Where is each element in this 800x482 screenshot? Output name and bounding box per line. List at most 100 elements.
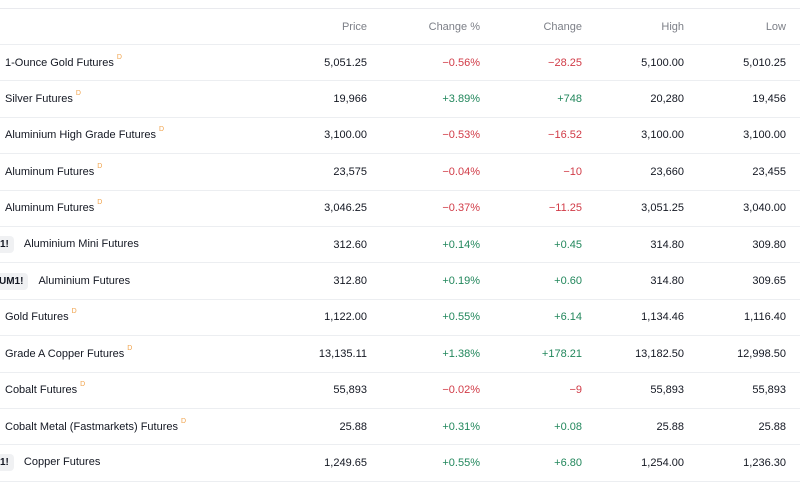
symbol-cell[interactable]: 1! Copper Futures — [0, 444, 280, 482]
change-pct-cell: −0.37% — [367, 190, 480, 227]
symbol-cell[interactable]: Silver Futures D — [0, 80, 280, 118]
table-row[interactable]: Aluminum Futures D 3,046.25 −0.37% −11.25 3,0… — [0, 190, 800, 227]
low-cell: 25.88 — [684, 408, 786, 446]
delayed-data-marker: D — [181, 417, 187, 425]
symbol-cell[interactable]: Aluminum Futures D — [0, 153, 280, 191]
ticker-badge[interactable]: 1! — [0, 454, 14, 472]
symbol-cell[interactable]: Cobalt Metal (Fastmarkets) Futures D — [0, 408, 280, 446]
symbol-name[interactable]: Gold Futures — [5, 311, 69, 324]
column-header-price[interactable]: Price — [280, 9, 367, 45]
change-cell: +6.80 — [480, 444, 582, 482]
change-cell: −10 — [480, 153, 582, 191]
delayed-data-marker: D — [75, 90, 81, 98]
ticker-badge[interactable]: 1! — [0, 236, 14, 254]
ticker-badge[interactable]: UM1! — [0, 272, 29, 290]
table-row[interactable]: 1! Copper Futures 1,249.65 +0.55% +6.80 1,254… — [0, 444, 800, 482]
symbol-name[interactable]: Cobalt Metal (Fastmarkets) Futures — [5, 420, 178, 433]
low-cell: 309.65 — [684, 262, 786, 300]
price-cell: 3,046.25 — [280, 190, 367, 227]
table-row[interactable]: Cobalt Metal (Fastmarkets) Futures D 25.88… — [0, 408, 800, 446]
high-cell: 3,051.25 — [582, 190, 684, 227]
column-header-high[interactable]: High — [582, 9, 684, 45]
symbol-cell[interactable]: Cobalt Futures D — [0, 372, 280, 409]
symbol-name[interactable]: Cobalt Futures — [5, 384, 78, 397]
change-pct-cell: −0.02% — [367, 372, 480, 409]
change-pct-cell: +0.55% — [367, 299, 480, 337]
low-cell: 3,040.00 — [684, 190, 786, 227]
symbol-cell[interactable]: Aluminium High Grade Futures D — [0, 117, 280, 155]
symbol-name[interactable]: Aluminium Mini Futures — [23, 238, 139, 251]
price-cell: 1,122.00 — [280, 299, 367, 337]
low-cell: 23,455 — [684, 153, 786, 191]
change-cell: +178.21 — [480, 335, 582, 373]
symbol-name[interactable]: Grade A Copper Futures — [5, 347, 125, 360]
change-cell: −28.25 — [480, 44, 582, 82]
low-cell: 12,998.50 — [684, 335, 786, 373]
low-cell: 309.80 — [684, 226, 786, 264]
price-cell: 19,966 — [280, 80, 367, 118]
change-pct-cell: −0.04% — [367, 153, 480, 191]
symbol-name[interactable]: Copper Futures — [23, 456, 101, 469]
change-pct-cell: +0.31% — [367, 408, 480, 446]
high-cell: 5,100.00 — [582, 44, 684, 82]
high-cell: 25.88 — [582, 408, 684, 446]
column-header-low[interactable]: Low — [684, 9, 786, 45]
column-header-change-pct[interactable]: Change % — [367, 9, 480, 45]
column-header-symbol[interactable] — [0, 9, 280, 45]
high-cell: 23,660 — [582, 153, 684, 191]
symbol-name[interactable]: Aluminum Futures — [5, 202, 95, 215]
low-cell: 1,236.30 — [684, 444, 786, 482]
delayed-data-marker: D — [71, 308, 77, 316]
table-row[interactable]: 1! Aluminium Mini Futures 312.60 +0.14% +0.4… — [0, 226, 800, 264]
table-header: Price Change % Change High Low — [0, 9, 800, 45]
table-row[interactable]: Grade A Copper Futures D 13,135.11 +1.38% +1… — [0, 335, 800, 373]
price-cell: 55,893 — [280, 372, 367, 409]
table-row[interactable]: Aluminum Futures D 23,575 −0.04% −10 23,660 23… — [0, 153, 800, 191]
low-cell: 19,456 — [684, 80, 786, 118]
table-row[interactable]: UM1! Aluminium Futures 312.80 +0.19% +0.60 31… — [0, 262, 800, 300]
high-cell: 3,100.00 — [582, 117, 684, 155]
symbol-name[interactable]: Silver Futures — [5, 93, 73, 106]
high-cell: 1,254.00 — [582, 444, 684, 482]
price-cell: 5,051.25 — [280, 44, 367, 82]
high-cell: 55,893 — [582, 372, 684, 409]
change-cell: −16.52 — [480, 117, 582, 155]
symbol-cell[interactable]: UM1! Aluminium Futures — [0, 262, 280, 300]
symbol-cell[interactable]: Grade A Copper Futures D — [0, 335, 280, 373]
table-row[interactable]: Cobalt Futures D 55,893 −0.02% −9 55,893 55,89… — [0, 372, 800, 409]
change-pct-cell: +3.89% — [367, 80, 480, 118]
price-cell: 1,249.65 — [280, 444, 367, 482]
change-cell: +0.60 — [480, 262, 582, 300]
change-cell: +0.08 — [480, 408, 582, 446]
high-cell: 314.80 — [582, 262, 684, 300]
change-pct-cell: +0.14% — [367, 226, 480, 264]
high-cell: 13,182.50 — [582, 335, 684, 373]
delayed-data-marker: D — [97, 199, 103, 207]
symbol-cell[interactable]: Gold Futures D — [0, 299, 280, 337]
symbol-name[interactable]: Aluminium High Grade Futures — [5, 129, 157, 142]
table-row[interactable]: Aluminium High Grade Futures D 3,100.00 −0.… — [0, 117, 800, 155]
high-cell: 1,134.46 — [582, 299, 684, 337]
symbol-name[interactable]: 1-Ounce Gold Futures — [5, 56, 114, 69]
price-cell: 312.80 — [280, 262, 367, 300]
low-cell: 5,010.25 — [684, 44, 786, 82]
low-cell: 55,893 — [684, 372, 786, 409]
change-pct-cell: −0.53% — [367, 117, 480, 155]
symbol-name[interactable]: Aluminum Futures — [5, 165, 95, 178]
symbol-cell[interactable]: 1-Ounce Gold Futures D — [0, 44, 280, 82]
high-cell: 314.80 — [582, 226, 684, 264]
change-cell: +6.14 — [480, 299, 582, 337]
column-header-change[interactable]: Change — [480, 9, 582, 45]
symbol-name[interactable]: Aluminium Futures — [38, 274, 131, 287]
symbol-cell[interactable]: 1! Aluminium Mini Futures — [0, 226, 280, 264]
futures-table: Price Change % Change High Low 1-Ounce G… — [0, 9, 800, 482]
table-row[interactable]: Gold Futures D 1,122.00 +0.55% +6.14 1,134.46… — [0, 299, 800, 337]
delayed-data-marker: D — [80, 381, 86, 389]
table-row[interactable]: 1-Ounce Gold Futures D 5,051.25 −0.56% −28.2… — [0, 44, 800, 82]
change-pct-cell: +1.38% — [367, 335, 480, 373]
symbol-cell[interactable]: Aluminum Futures D — [0, 190, 280, 227]
table-row[interactable]: Silver Futures D 19,966 +3.89% +748 20,280 19,… — [0, 80, 800, 118]
change-cell: +0.45 — [480, 226, 582, 264]
delayed-data-marker: D — [127, 344, 133, 352]
delayed-data-marker: D — [159, 126, 165, 134]
